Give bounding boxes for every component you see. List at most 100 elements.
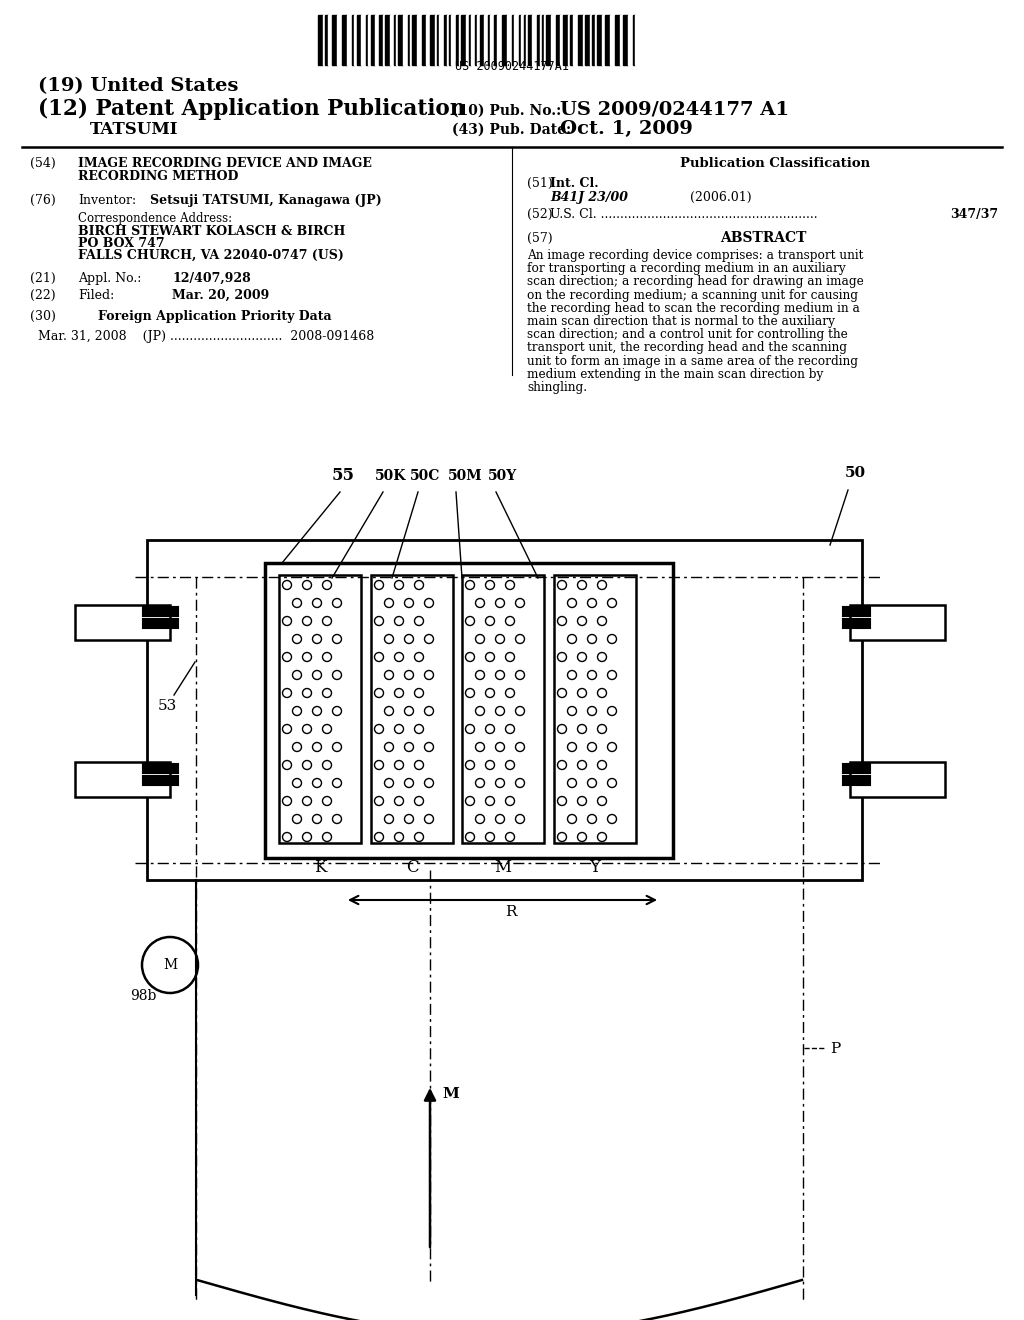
- Text: 12/407,928: 12/407,928: [172, 272, 251, 285]
- Text: M: M: [495, 859, 512, 876]
- Bar: [435, 15, 437, 65]
- Text: scan direction; and a control unit for controlling the: scan direction; and a control unit for c…: [527, 329, 848, 341]
- Text: (76): (76): [30, 194, 55, 207]
- Bar: [578, 15, 583, 65]
- Text: Correspondence Address:: Correspondence Address:: [78, 213, 232, 224]
- Bar: [528, 15, 532, 65]
- Bar: [490, 15, 494, 65]
- Bar: [597, 15, 602, 65]
- Text: unit to form an image in a same area of the recording: unit to form an image in a same area of …: [527, 355, 858, 367]
- Bar: [540, 15, 542, 65]
- Bar: [318, 15, 323, 65]
- Bar: [430, 15, 435, 65]
- Text: US 2009/0244177 A1: US 2009/0244177 A1: [560, 102, 790, 119]
- Text: 98b: 98b: [130, 989, 157, 1003]
- Text: Mar. 20, 2009: Mar. 20, 2009: [172, 289, 269, 302]
- Text: (57): (57): [527, 232, 553, 246]
- Bar: [590, 15, 592, 65]
- Text: Foreign Application Priority Data: Foreign Application Priority Data: [98, 310, 332, 323]
- Text: Int. Cl.: Int. Cl.: [550, 177, 599, 190]
- Bar: [570, 15, 573, 65]
- Bar: [546, 15, 551, 65]
- Bar: [595, 15, 597, 65]
- Text: PO BOX 747: PO BOX 747: [78, 238, 165, 249]
- Text: (2006.01): (2006.01): [690, 191, 752, 205]
- Bar: [592, 15, 595, 65]
- Bar: [605, 15, 610, 65]
- Bar: [635, 15, 640, 65]
- Text: P: P: [830, 1041, 841, 1056]
- Bar: [323, 15, 325, 65]
- Bar: [337, 15, 342, 65]
- Bar: [408, 15, 410, 65]
- Bar: [537, 15, 540, 65]
- Bar: [610, 15, 615, 65]
- Bar: [366, 15, 368, 65]
- Bar: [461, 15, 466, 65]
- Text: (30): (30): [30, 310, 56, 323]
- Text: (43) Pub. Date:: (43) Pub. Date:: [452, 123, 571, 137]
- Bar: [459, 15, 461, 65]
- Text: 347/37: 347/37: [950, 209, 998, 220]
- Text: U.S. Cl. ........................................................: U.S. Cl. ...............................…: [550, 209, 817, 220]
- Text: Appl. No.:: Appl. No.:: [78, 272, 141, 285]
- Bar: [451, 15, 456, 65]
- Text: TATSUMI: TATSUMI: [90, 121, 178, 139]
- Text: Setsuji TATSUMI, Kanagawa (JP): Setsuji TATSUMI, Kanagawa (JP): [150, 194, 382, 207]
- Bar: [519, 15, 521, 65]
- Text: (54): (54): [30, 157, 55, 170]
- Bar: [394, 15, 396, 65]
- Bar: [352, 15, 354, 65]
- Bar: [560, 15, 563, 65]
- Bar: [357, 15, 361, 65]
- Bar: [620, 15, 623, 65]
- Text: 50C: 50C: [410, 469, 440, 483]
- Bar: [354, 15, 357, 65]
- Bar: [477, 15, 480, 65]
- Bar: [147, 540, 862, 880]
- Text: 50K: 50K: [375, 469, 407, 483]
- Bar: [328, 15, 332, 65]
- Text: main scan direction that is normal to the auxiliary: main scan direction that is normal to th…: [527, 315, 835, 327]
- Text: Filed:: Filed:: [78, 289, 115, 302]
- Text: shingling.: shingling.: [527, 381, 587, 393]
- Text: Publication Classification: Publication Classification: [680, 157, 870, 170]
- Bar: [325, 15, 328, 65]
- Bar: [412, 15, 417, 65]
- Bar: [371, 576, 453, 843]
- Text: RECORDING METHOD: RECORDING METHOD: [78, 170, 239, 183]
- Bar: [532, 15, 537, 65]
- Text: (12) Patent Application Publication: (12) Patent Application Publication: [38, 98, 465, 120]
- Bar: [615, 15, 620, 65]
- Text: C: C: [406, 859, 419, 876]
- Bar: [75, 762, 170, 797]
- Text: medium extending in the main scan direction by: medium extending in the main scan direct…: [527, 368, 823, 380]
- Bar: [403, 15, 408, 65]
- Bar: [502, 15, 507, 65]
- Bar: [556, 15, 560, 65]
- Bar: [466, 15, 469, 65]
- Bar: [524, 15, 526, 65]
- Bar: [361, 15, 366, 65]
- Bar: [507, 15, 512, 65]
- Bar: [456, 15, 459, 65]
- Text: Mar. 31, 2008    (JP) .............................  2008-091468: Mar. 31, 2008 (JP) .....................…: [38, 330, 374, 343]
- Bar: [368, 15, 371, 65]
- Text: K: K: [313, 859, 327, 876]
- Bar: [417, 15, 422, 65]
- Bar: [623, 15, 628, 65]
- Text: (10) Pub. No.:: (10) Pub. No.:: [452, 104, 561, 117]
- Bar: [396, 15, 398, 65]
- Bar: [514, 15, 519, 65]
- Bar: [585, 15, 590, 65]
- Text: ABSTRACT: ABSTRACT: [720, 231, 806, 246]
- Circle shape: [142, 937, 198, 993]
- Bar: [563, 15, 568, 65]
- Text: on the recording medium; a scanning unit for causing: on the recording medium; a scanning unit…: [527, 289, 858, 301]
- Bar: [469, 15, 471, 65]
- Text: scan direction; a recording head for drawing an image: scan direction; a recording head for dra…: [527, 276, 864, 288]
- Bar: [379, 15, 383, 65]
- Bar: [497, 15, 502, 65]
- Text: for transporting a recording medium in an auxiliary: for transporting a recording medium in a…: [527, 263, 846, 275]
- Bar: [426, 15, 430, 65]
